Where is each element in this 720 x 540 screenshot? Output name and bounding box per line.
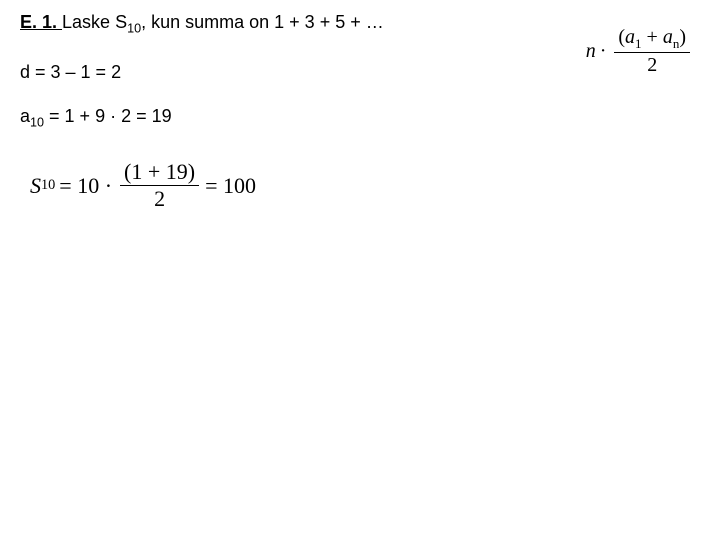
d-equation: d = 3 – 1 = 2 [20,62,121,83]
title-before-sub: Laske S [62,12,127,32]
title-subscript: 10 [127,22,141,36]
formula-fraction: (a1 + an) 2 [614,26,690,76]
s10-fraction: (1 + 19) 2 [120,160,199,211]
exercise-title: E. 1. Laske S10, kun summa on 1 + 3 + 5 … [20,12,384,36]
formula-denominator: 2 [643,53,661,76]
title-after-sub: , kun summa on 1 + 3 + 5 + … [141,12,384,32]
formula-n: n [586,40,596,63]
title-prefix: E. 1. [20,12,62,32]
s10-S: S [30,173,41,199]
formula-numerator: (a1 + an) [614,26,690,53]
s10-equation: S10 = 10 · (1 + 19) 2 = 100 [30,160,256,211]
a10-equation: a10 = 1 + 9 · 2 = 19 [20,106,172,130]
formula-dot: · [600,40,607,63]
sum-formula: n · (a1 + an) 2 [586,26,690,76]
